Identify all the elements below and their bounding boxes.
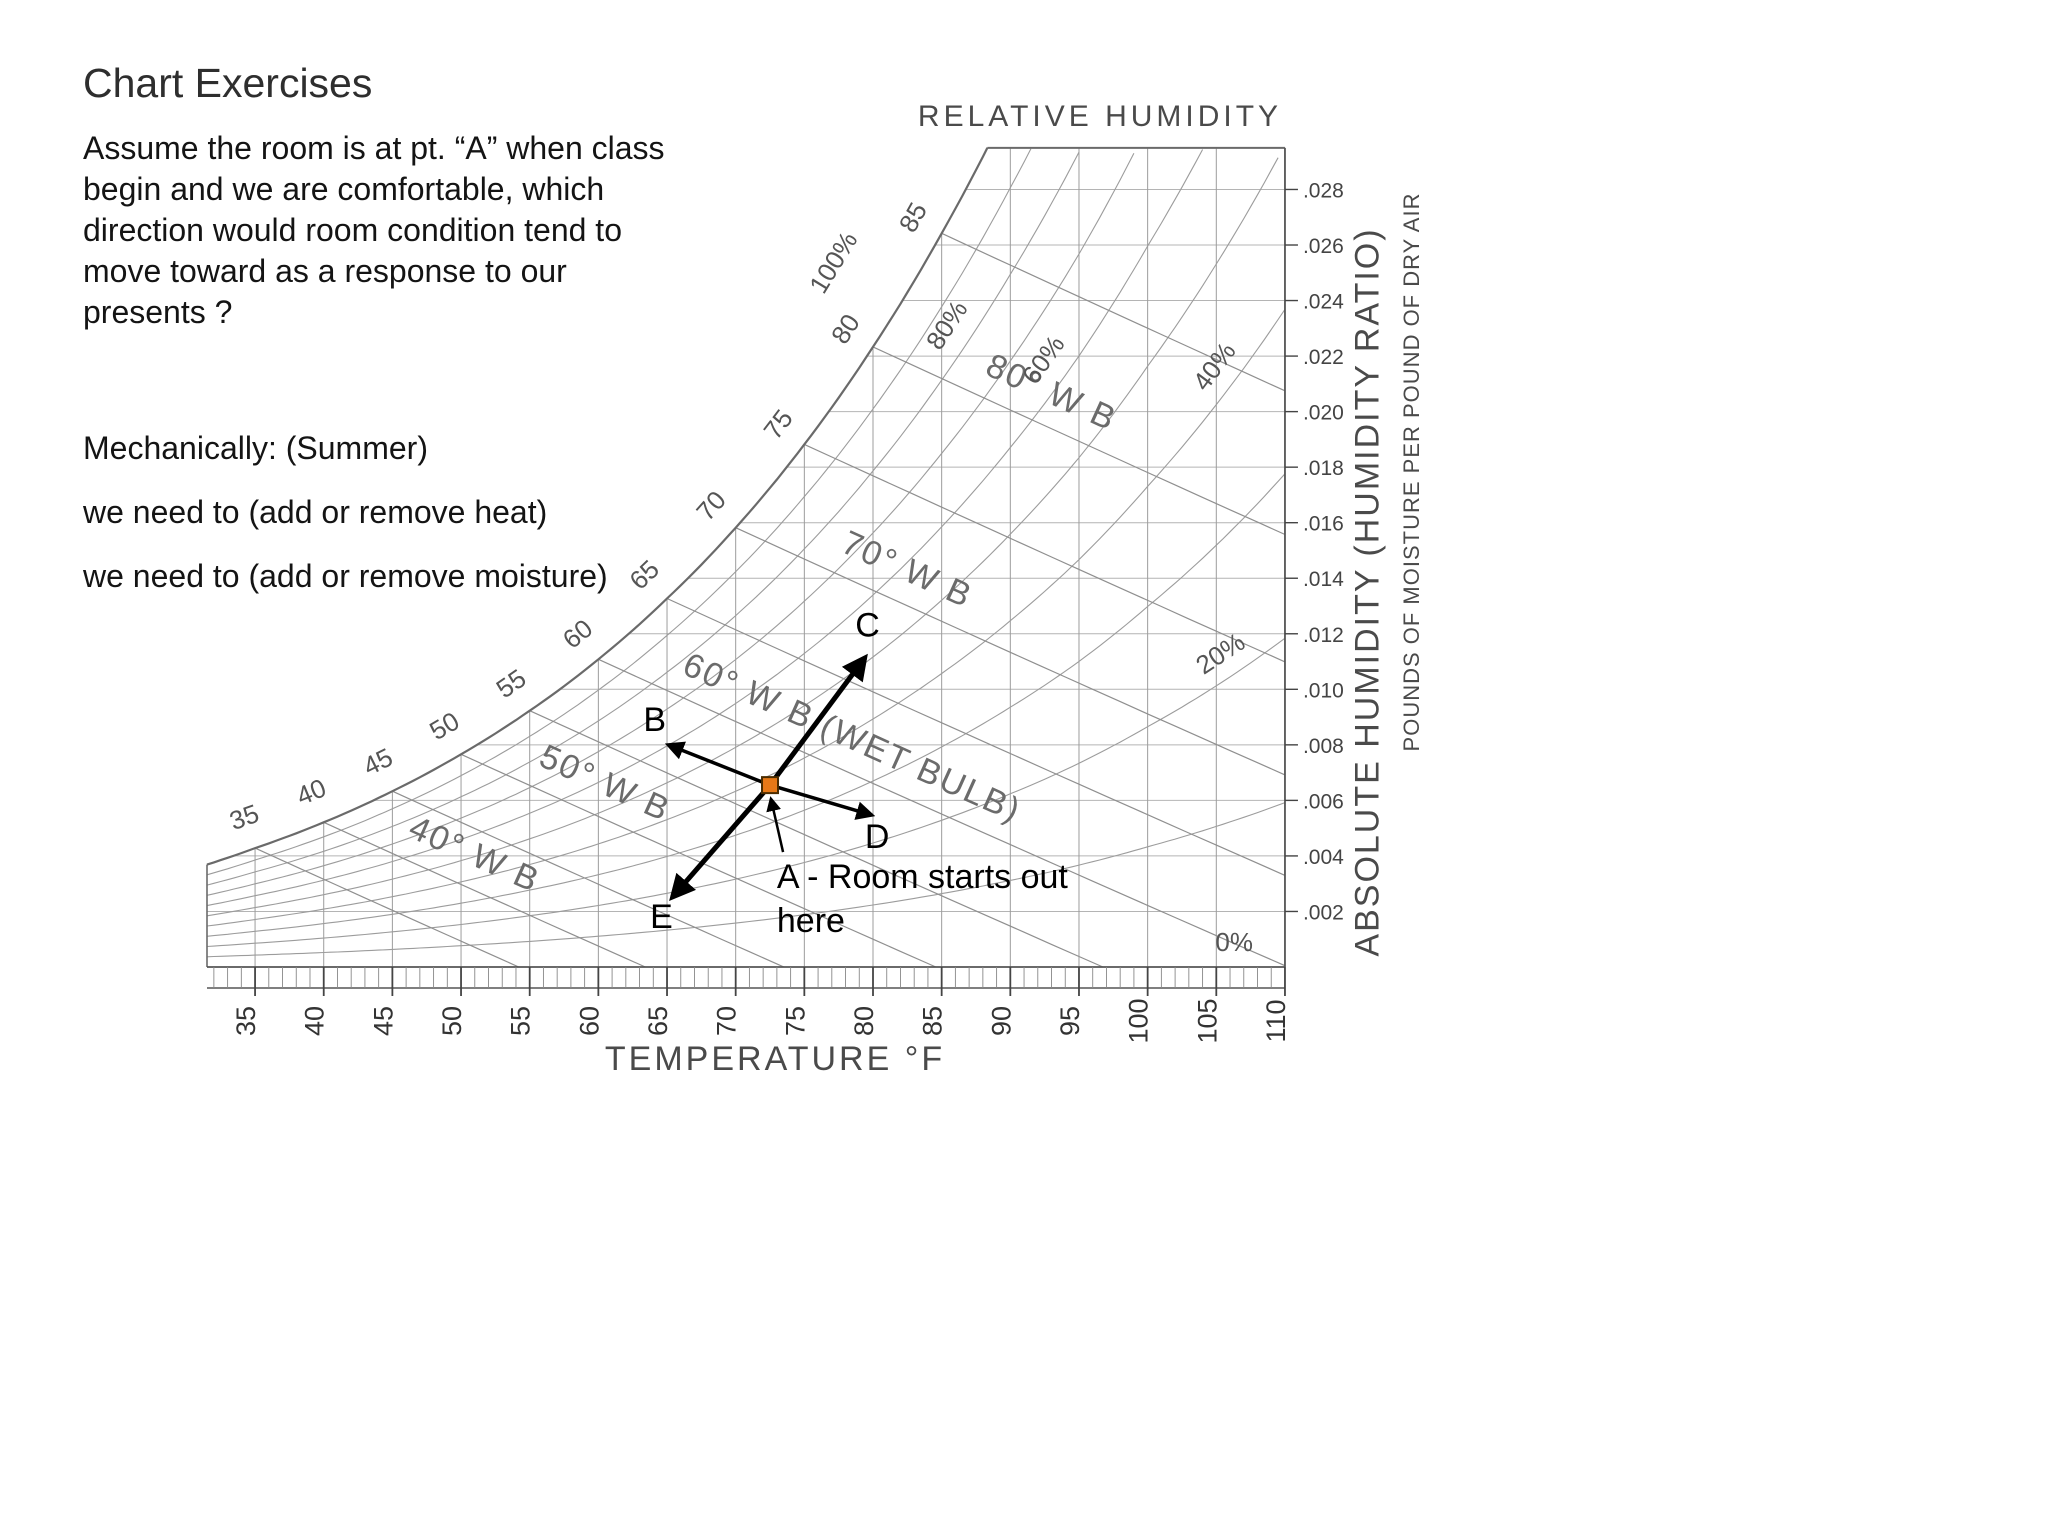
rh-curve (206, 149, 1204, 907)
chart-title: RELATIVE HUMIDITY (917, 100, 1283, 133)
x-tick-label: 40 (300, 1006, 330, 1036)
saturation-tick-label: 55 (491, 663, 532, 704)
x-tick-label: 45 (368, 1006, 398, 1036)
rh-curve (206, 151, 1080, 886)
page-title: Chart Exercises (83, 60, 373, 106)
wet-bulb-line (735, 527, 1286, 776)
y-tick-label: .028 (1303, 179, 1344, 202)
y-tick-label: .004 (1303, 846, 1344, 869)
wet-bulb-line (598, 658, 1286, 967)
y-tick-label: .022 (1303, 346, 1344, 369)
rh-label: 0% (1215, 927, 1253, 957)
rh-label: 20% (1190, 626, 1250, 680)
rh-label: 40% (1186, 336, 1241, 396)
wet-bulb-line (666, 597, 1286, 876)
y-tick-label: .006 (1303, 790, 1344, 813)
arrow-to-c (768, 653, 868, 787)
x-tick-label: 90 (986, 1006, 1016, 1036)
x-tick-label: 75 (780, 1006, 810, 1036)
x-tick-label: 35 (231, 1006, 261, 1036)
rh-label: 100% (803, 226, 863, 298)
wet-bulb-line (529, 710, 1104, 968)
x-tick-label: 80 (849, 1006, 879, 1036)
saturation-tick-label: 40 (292, 772, 330, 811)
saturation-tick-label: 80 (825, 309, 866, 350)
x-tick-label: 60 (574, 1006, 604, 1036)
caption-pointer-arrow (766, 796, 785, 853)
point-label-b: B (643, 701, 666, 739)
wet-bulb-line (323, 821, 646, 968)
rh-curve (206, 473, 1286, 937)
x-tick-label: 50 (437, 1006, 467, 1036)
x-tick-label: 85 (918, 1006, 948, 1036)
point-label-d: D (865, 818, 890, 856)
point-a-caption-line: here (777, 902, 845, 940)
x-tick-label: 95 (1055, 1006, 1085, 1036)
arrow-to-b (664, 741, 771, 787)
y-tick-label: .010 (1303, 679, 1344, 702)
rh-curve (206, 308, 1286, 927)
mechanical-notes: Mechanically: (Summer) we need to (add o… (83, 428, 608, 620)
arrow-to-e (669, 783, 772, 901)
x-tick-label: 105 (1192, 998, 1222, 1043)
rh-curve (206, 637, 1286, 948)
saturation-tick-label: 35 (225, 798, 262, 836)
wet-bulb-line (872, 346, 1286, 536)
wet-bulb-line (804, 443, 1286, 663)
wet-bulb-line (460, 753, 937, 968)
saturation-curve (206, 147, 989, 866)
y-tick-label: .016 (1303, 513, 1344, 536)
point-a-caption-line: A - Room starts out (777, 858, 1069, 896)
saturation-tick-label: 75 (757, 404, 798, 445)
x-tick-label: 100 (1124, 998, 1154, 1043)
y-tick-label: .024 (1303, 291, 1344, 314)
rh-curve (206, 148, 1032, 876)
y-tick-label: .026 (1303, 235, 1344, 258)
question-text: Assume the room is at pt. “A” when class… (83, 130, 665, 330)
x-tick-label: 110 (1261, 999, 1291, 1042)
saturation-tick-label: 65 (623, 554, 665, 596)
point-label-c: C (855, 607, 880, 645)
saturation-tick-label: 60 (557, 613, 598, 655)
arrow-to-d (769, 783, 876, 820)
saturation-tick-label: 70 (690, 485, 732, 527)
saturation-tick-label: 45 (358, 742, 397, 782)
y-tick-label: .002 (1303, 901, 1344, 924)
wet-bulb-line (941, 232, 1286, 392)
wet-bulb-label: 70° W B (836, 524, 978, 616)
mechanically-heading: Mechanically: (Summer) (83, 430, 428, 466)
x-axis-title: TEMPERATURE °F (604, 1040, 946, 1078)
y-tick-label: .014 (1303, 568, 1344, 591)
y-tick-label: .020 (1303, 402, 1344, 425)
saturation-tick-label: 85 (893, 197, 933, 237)
need-heat-line: we need to (add or remove heat) (83, 494, 548, 530)
rh-curve (206, 157, 1279, 917)
wet-bulb-line (254, 847, 519, 968)
wet-bulb-label: 40° W B (403, 809, 545, 901)
y-tick-label: .012 (1303, 624, 1344, 647)
wet-bulb-label: 50° W B (534, 737, 676, 829)
point-label-e: E (650, 898, 673, 936)
rh-curve (206, 802, 1286, 958)
room-point-a (761, 776, 780, 795)
y-tick-label: .008 (1303, 735, 1344, 758)
y-tick-label: .018 (1303, 457, 1344, 480)
x-tick-label: 65 (643, 1006, 673, 1036)
rh-curve (206, 152, 1135, 896)
x-tick-label: 55 (506, 1006, 536, 1036)
wet-bulb-line (392, 790, 785, 968)
need-moisture-line: we need to (add or remove moisture) (83, 558, 608, 594)
x-tick-label: 70 (712, 1006, 742, 1036)
saturation-tick-label: 50 (424, 706, 464, 746)
